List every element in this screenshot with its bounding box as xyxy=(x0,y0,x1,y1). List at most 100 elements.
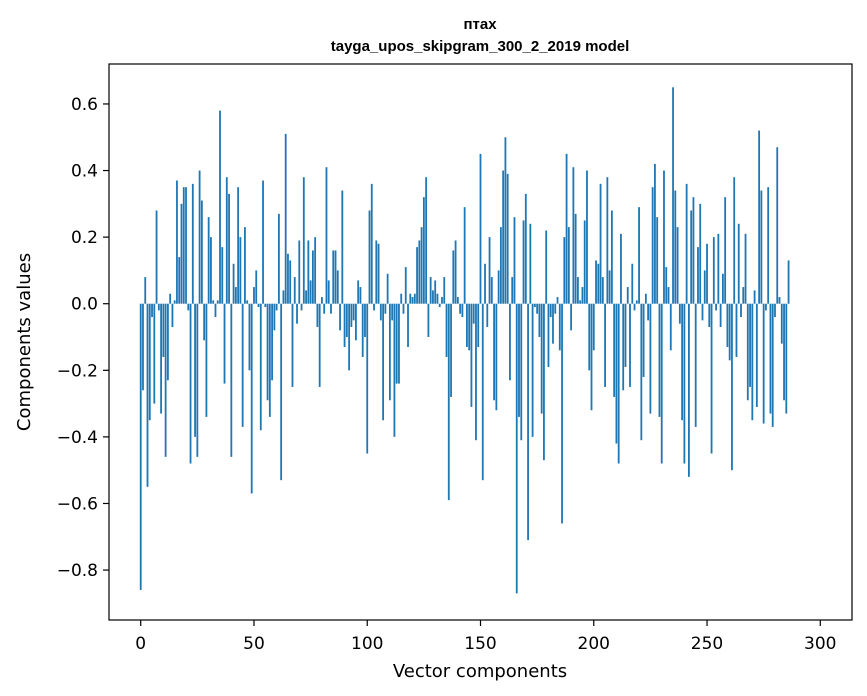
bar-119 xyxy=(409,293,412,304)
y-tick-label: 0.2 xyxy=(71,228,98,248)
bar-44 xyxy=(239,237,242,304)
bar-62 xyxy=(280,303,283,481)
bar-115 xyxy=(400,293,403,304)
bar-183 xyxy=(554,303,557,314)
bar-171 xyxy=(527,303,529,541)
bar-68 xyxy=(293,277,296,304)
bar-220 xyxy=(638,207,640,304)
bar-210 xyxy=(615,303,618,444)
bar-248 xyxy=(701,303,704,321)
bar-167 xyxy=(518,303,520,417)
bar-271 xyxy=(753,290,756,304)
bar-135 xyxy=(445,303,448,357)
bar-274 xyxy=(760,190,763,304)
bar-7 xyxy=(155,210,158,304)
chart-title-line-1: птах xyxy=(463,16,497,33)
bar-286 xyxy=(787,260,790,304)
y-tick-label: −0.8 xyxy=(57,561,98,581)
bar-54 xyxy=(262,180,264,304)
bar-31 xyxy=(210,237,212,304)
bar-81 xyxy=(323,303,326,314)
bar-240 xyxy=(683,303,686,464)
bar-235 xyxy=(672,87,674,304)
bar-5 xyxy=(151,303,153,318)
bar-95 xyxy=(355,303,357,341)
bar-277 xyxy=(767,187,770,304)
bar-35 xyxy=(219,110,221,304)
bar-series xyxy=(139,87,790,594)
bar-186 xyxy=(561,303,563,524)
bar-40 xyxy=(230,303,233,457)
bar-48 xyxy=(248,303,251,371)
bar-283 xyxy=(780,303,783,344)
bar-88 xyxy=(339,303,341,331)
bar-85 xyxy=(332,250,335,304)
bar-25 xyxy=(196,303,199,457)
bar-43 xyxy=(237,187,240,304)
bar-33 xyxy=(214,303,217,318)
bar-133 xyxy=(441,297,443,304)
bar-2 xyxy=(144,277,147,304)
bar-228 xyxy=(656,217,659,304)
bar-124 xyxy=(420,227,423,304)
bar-127 xyxy=(427,303,430,337)
bar-122 xyxy=(416,247,418,304)
bar-20 xyxy=(185,187,187,304)
bar-158 xyxy=(497,270,500,304)
y-tick-label: −0.6 xyxy=(57,494,98,514)
bar-166 xyxy=(515,303,518,594)
bar-197 xyxy=(586,170,588,304)
bar-272 xyxy=(755,303,758,407)
bar-8 xyxy=(157,303,160,311)
bar-134 xyxy=(443,277,446,304)
bar-144 xyxy=(466,303,468,347)
bar-126 xyxy=(425,177,428,304)
bar-261 xyxy=(731,303,733,471)
bar-259 xyxy=(726,303,729,347)
bar-12 xyxy=(166,303,169,381)
bar-176 xyxy=(538,303,541,337)
bar-152 xyxy=(484,263,486,304)
bar-162 xyxy=(506,173,509,304)
bar-98 xyxy=(361,303,364,357)
bar-178 xyxy=(543,303,545,461)
bar-70 xyxy=(298,240,301,304)
bar-16 xyxy=(176,180,178,304)
bar-222 xyxy=(642,303,645,377)
bar-279 xyxy=(771,303,774,427)
bar-13 xyxy=(169,293,172,304)
bar-160 xyxy=(502,170,505,304)
bar-185 xyxy=(558,303,561,351)
bar-214 xyxy=(624,303,627,367)
bar-121 xyxy=(413,293,416,304)
bar-239 xyxy=(681,303,684,421)
bar-230 xyxy=(660,303,663,464)
bar-196 xyxy=(583,220,586,304)
bar-238 xyxy=(678,303,681,324)
x-tick-label: 150 xyxy=(464,634,496,654)
bar-181 xyxy=(549,303,552,318)
x-tick-label: 200 xyxy=(578,634,610,654)
bar-150 xyxy=(479,153,482,304)
bar-76 xyxy=(311,250,314,304)
y-tick-label: 0.6 xyxy=(71,95,98,115)
bar-252 xyxy=(710,303,713,454)
bar-69 xyxy=(296,303,298,324)
bar-113 xyxy=(395,303,398,384)
bar-265 xyxy=(740,303,742,318)
bar-194 xyxy=(579,300,582,304)
bar-198 xyxy=(588,303,591,371)
bar-155 xyxy=(490,277,493,304)
bar-73 xyxy=(305,290,307,304)
bar-19 xyxy=(182,187,185,304)
bar-27 xyxy=(200,200,203,304)
bar-218 xyxy=(633,303,636,311)
bar-3 xyxy=(146,303,149,487)
bar-206 xyxy=(606,177,609,304)
bar-117 xyxy=(404,267,407,304)
bar-41 xyxy=(232,263,235,304)
bar-109 xyxy=(386,273,389,304)
bar-163 xyxy=(509,303,511,381)
bar-263 xyxy=(735,303,738,357)
bar-46 xyxy=(244,227,246,304)
